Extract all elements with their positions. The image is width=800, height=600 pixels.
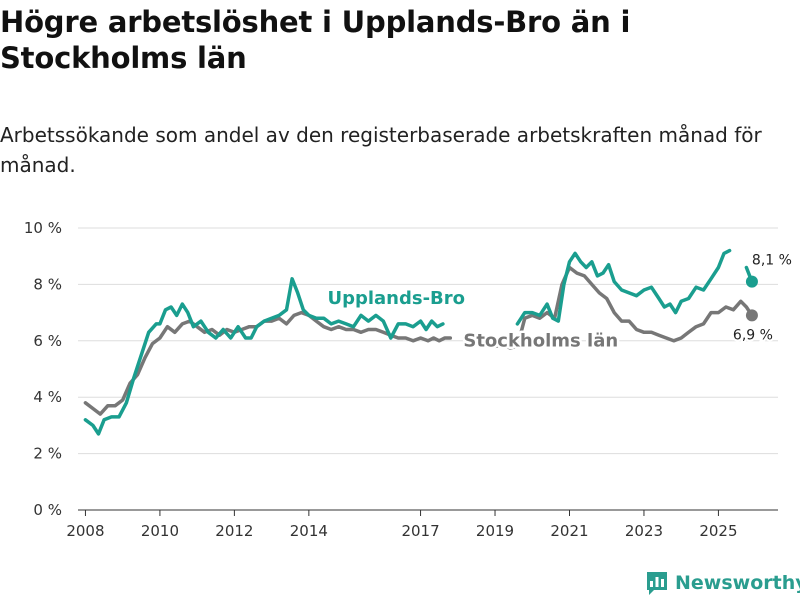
series-line-upplands-bro [83,248,754,436]
newsworthy-logo: Newsworthy [645,569,800,597]
series-label-stockholms-l-n: Stockholms län [463,330,618,351]
endpoint-marker-upplands-bro [745,275,758,288]
series-line-stockholms-l-n [83,265,754,416]
series-label-upplands-bro: Upplands-Bro [327,288,465,309]
bar-chart-logo-icon [647,572,667,595]
x-tick-label: 2025 [699,522,737,540]
y-tick-label: 4 % [33,388,62,406]
y-tick-label: 10 % [24,219,62,237]
last-value-label-upplands-bro: 8,1 % [752,253,792,269]
x-tick-label: 2023 [625,522,663,540]
chart-subtitle: Arbetssökande som andel av den registerb… [0,123,762,177]
x-tick-label: 2010 [141,522,179,540]
x-tick-label: 2021 [550,522,588,540]
y-tick-label: 0 % [33,501,62,519]
x-tick-label: 2012 [215,522,253,540]
x-tick-label: 2017 [401,522,439,540]
x-tick-label: 2008 [66,522,104,540]
y-tick-label: 8 % [33,275,62,293]
y-tick-label: 2 % [33,445,62,463]
line-chart: 0 % 2 % 4 % 6 % 8 % 10 % 2008 2010 2012 2014 2017 2… [24,219,794,540]
x-tick-label: 2019 [476,522,514,540]
last-value-label-stockholms-lan: 6,9 % [733,327,773,343]
chart-title: Högre arbetslöshet i Upplands-Bro än i S… [0,5,631,75]
endpoint-marker-stockholms-l-n [745,309,758,322]
x-tick-label: 2014 [290,522,328,540]
y-tick-label: 6 % [33,332,62,350]
brand-name: Newsworthy [675,572,800,594]
